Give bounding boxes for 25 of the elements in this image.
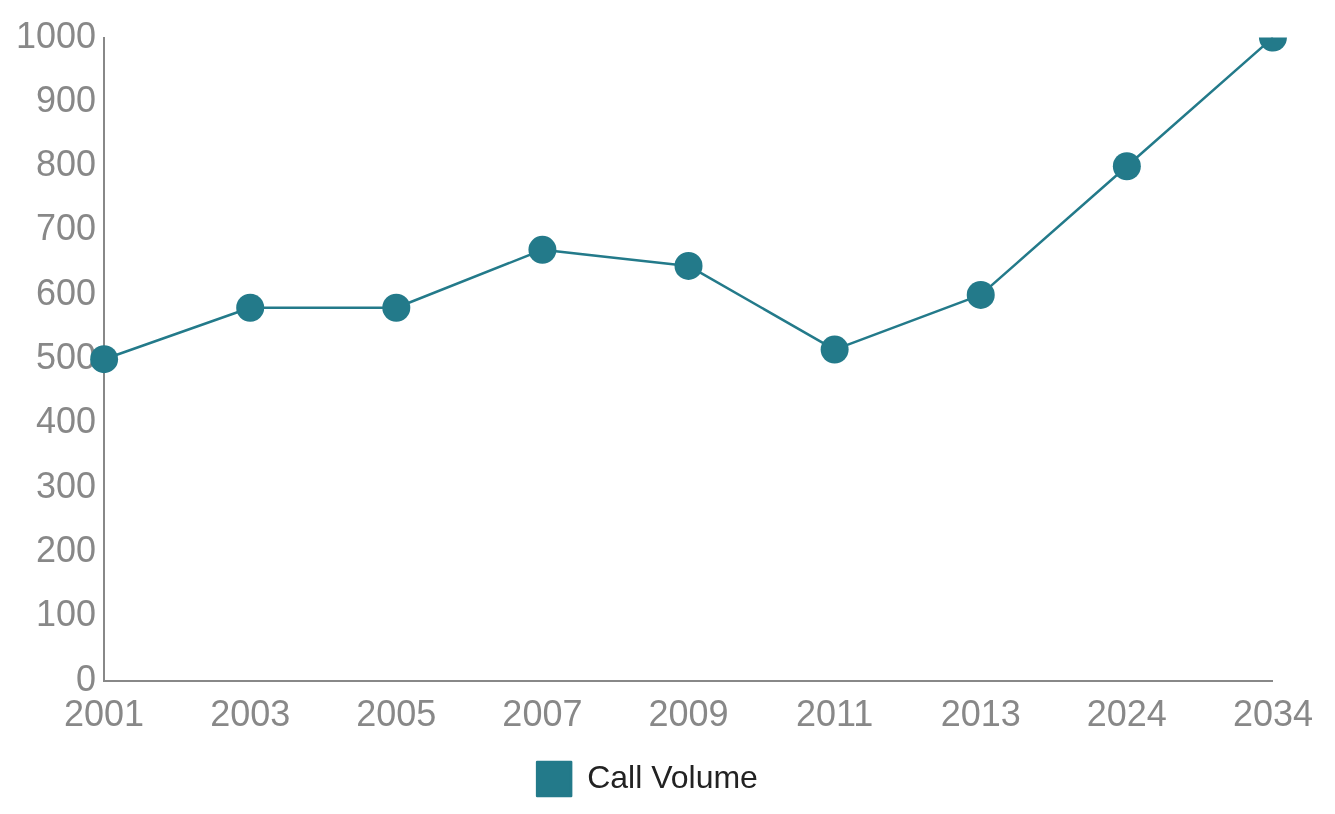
y-tick-label: 900 bbox=[36, 78, 97, 120]
x-tick-label: 2013 bbox=[940, 693, 1021, 735]
y-tick-label: 1000 bbox=[15, 14, 97, 56]
y-tick-label: 600 bbox=[36, 271, 97, 313]
point bbox=[966, 280, 995, 309]
y-tick-label: 100 bbox=[36, 593, 97, 635]
y-tick-label: 400 bbox=[36, 400, 97, 442]
x-tick-label: 2007 bbox=[502, 693, 583, 735]
y-tick-label: 300 bbox=[36, 464, 97, 506]
x-tick-label: 2005 bbox=[356, 693, 437, 735]
point bbox=[528, 235, 557, 264]
point bbox=[1112, 152, 1141, 181]
point bbox=[382, 293, 411, 322]
x-tick-label: 2024 bbox=[1086, 693, 1167, 735]
legend-label: Call Volume bbox=[587, 758, 758, 795]
y-tick-label: 700 bbox=[36, 207, 97, 249]
x-tick-label: 2034 bbox=[1232, 693, 1313, 735]
y-tick-label: 200 bbox=[36, 529, 97, 571]
x-tick-label: 2009 bbox=[648, 693, 729, 735]
y-tick-label: 800 bbox=[36, 143, 97, 185]
point bbox=[820, 335, 849, 364]
point bbox=[236, 293, 265, 322]
point bbox=[674, 251, 703, 280]
x-tick-label: 2011 bbox=[795, 693, 874, 735]
x-tick-label: 2003 bbox=[210, 693, 291, 735]
